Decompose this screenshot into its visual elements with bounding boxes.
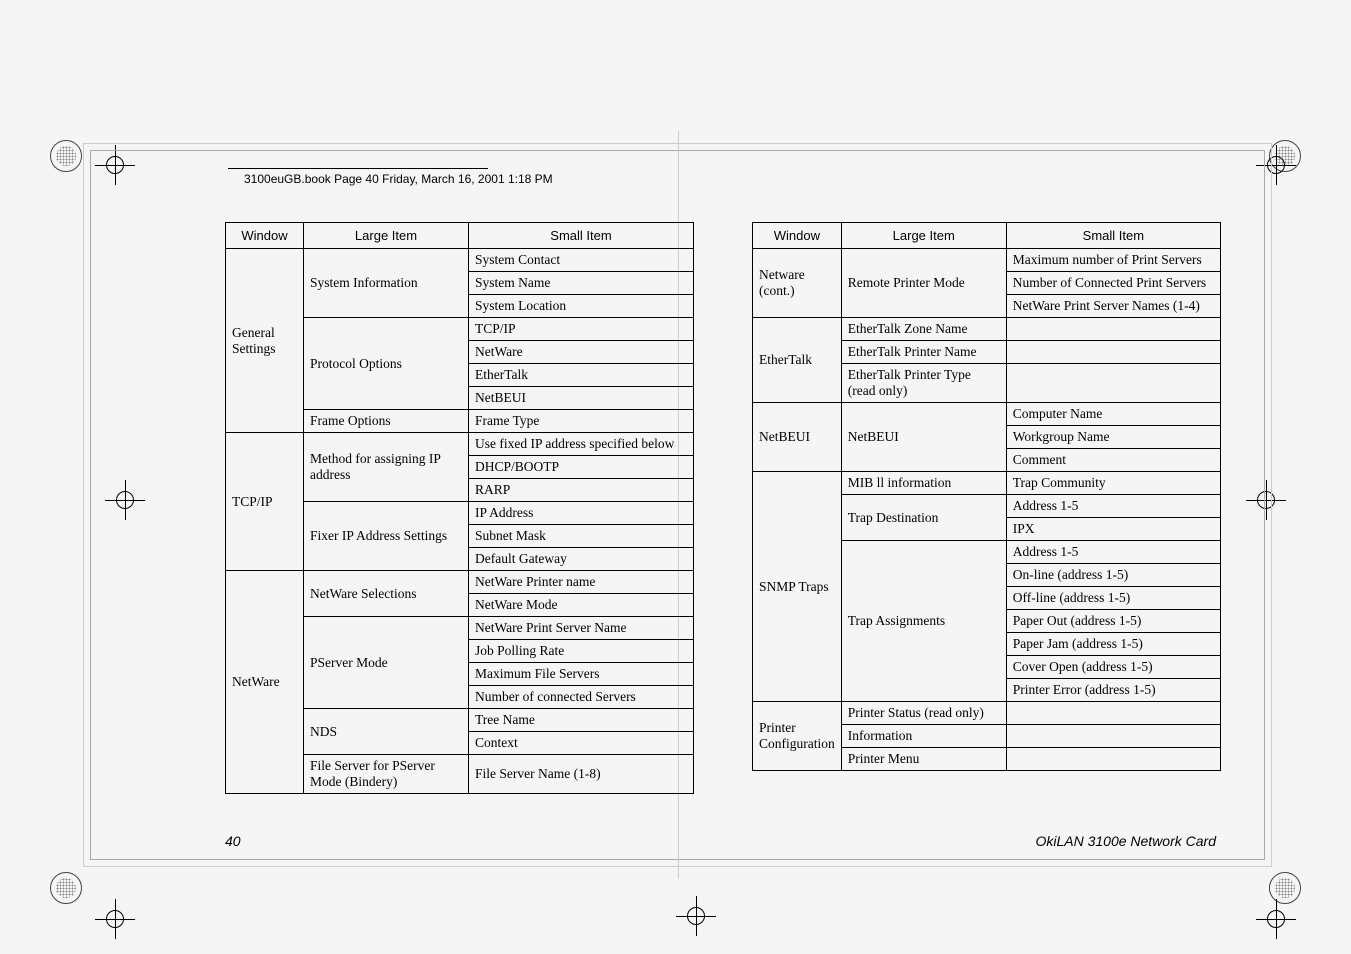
large-item-cell: MIB ll information: [841, 472, 1006, 495]
small-item-cell: Number of Connected Print Servers: [1006, 272, 1220, 295]
small-item-cell: NetWare: [469, 341, 694, 364]
large-item-cell: EtherTalk Zone Name: [841, 318, 1006, 341]
large-item-cell: Protocol Options: [304, 318, 469, 410]
small-item-cell: Paper Jam (address 1-5): [1006, 633, 1220, 656]
large-item-cell: Printer Menu: [841, 748, 1006, 771]
table-row: EtherTalkEtherTalk Zone Name: [753, 318, 1221, 341]
left-column: Window Large Item Small Item General Set…: [225, 222, 694, 794]
small-item-cell: Comment: [1006, 449, 1220, 472]
right-table: Window Large Item Small Item Netware (co…: [752, 222, 1221, 771]
product-name: OkiLAN 3100e Network Card: [1035, 833, 1216, 849]
small-item-cell: RARP: [469, 479, 694, 502]
col-small: Small Item: [469, 223, 694, 249]
small-item-cell: System Location: [469, 295, 694, 318]
table-row: TCP/IPMethod for assigning IP addressUse…: [226, 433, 694, 456]
small-item-cell: System Contact: [469, 249, 694, 272]
table-row: SNMP TrapsMIB ll informationTrap Communi…: [753, 472, 1221, 495]
large-item-cell: NDS: [304, 709, 469, 755]
window-cell: EtherTalk: [753, 318, 842, 403]
small-item-cell: Default Gateway: [469, 548, 694, 571]
small-item-cell: Context: [469, 732, 694, 755]
large-item-cell: Fixer IP Address Settings: [304, 502, 469, 571]
small-item-cell: Off-line (address 1-5): [1006, 587, 1220, 610]
table-row: NetBEUINetBEUIComputer Name: [753, 403, 1221, 426]
small-item-cell: File Server Name (1-8): [469, 755, 694, 794]
small-item-cell: [1006, 318, 1220, 341]
table-row: Netware (cont.)Remote Printer ModeMaximu…: [753, 249, 1221, 272]
small-item-cell: Workgroup Name: [1006, 426, 1220, 449]
window-cell: Netware (cont.): [753, 249, 842, 318]
small-item-cell: [1006, 364, 1220, 403]
small-item-cell: Trap Community: [1006, 472, 1220, 495]
small-item-cell: NetWare Mode: [469, 594, 694, 617]
small-item-cell: Computer Name: [1006, 403, 1220, 426]
large-item-cell: Method for assigning IP address: [304, 433, 469, 502]
large-item-cell: PServer Mode: [304, 617, 469, 709]
print-mark-tl: [50, 140, 82, 172]
small-item-cell: NetBEUI: [469, 387, 694, 410]
small-item-cell: [1006, 725, 1220, 748]
col-large: Large Item: [304, 223, 469, 249]
small-item-cell: Paper Out (address 1-5): [1006, 610, 1220, 633]
small-item-cell: Use fixed IP address specified below: [469, 433, 694, 456]
large-item-cell: Trap Assignments: [841, 541, 1006, 702]
small-item-cell: TCP/IP: [469, 318, 694, 341]
window-cell: NetBEUI: [753, 403, 842, 472]
small-item-cell: System Name: [469, 272, 694, 295]
col-window: Window: [753, 223, 842, 249]
small-item-cell: Frame Type: [469, 410, 694, 433]
large-item-cell: Information: [841, 725, 1006, 748]
small-item-cell: Printer Error (address 1-5): [1006, 679, 1220, 702]
large-item-cell: System Information: [304, 249, 469, 318]
small-item-cell: DHCP/BOOTP: [469, 456, 694, 479]
small-item-cell: Address 1-5: [1006, 495, 1220, 518]
print-mark-bl: [50, 872, 82, 904]
small-item-cell: [1006, 748, 1220, 771]
large-item-cell: Frame Options: [304, 410, 469, 433]
small-item-cell: Number of connected Servers: [469, 686, 694, 709]
large-item-cell: EtherTalk Printer Type (read only): [841, 364, 1006, 403]
header-text: 3100euGB.book Page 40 Friday, March 16, …: [244, 172, 553, 186]
small-item-cell: Maximum File Servers: [469, 663, 694, 686]
window-cell: SNMP Traps: [753, 472, 842, 702]
small-item-cell: Maximum number of Print Servers: [1006, 249, 1220, 272]
col-small: Small Item: [1006, 223, 1220, 249]
small-item-cell: Address 1-5: [1006, 541, 1220, 564]
small-item-cell: IP Address: [469, 502, 694, 525]
small-item-cell: NetWare Print Server Names (1-4): [1006, 295, 1220, 318]
small-item-cell: NetWare Print Server Name: [469, 617, 694, 640]
window-cell: TCP/IP: [226, 433, 304, 571]
large-item-cell: Remote Printer Mode: [841, 249, 1006, 318]
left-table: Window Large Item Small Item General Set…: [225, 222, 694, 794]
small-item-cell: Cover Open (address 1-5): [1006, 656, 1220, 679]
large-item-cell: Trap Destination: [841, 495, 1006, 541]
large-item-cell: EtherTalk Printer Name: [841, 341, 1006, 364]
table-row: General SettingsSystem InformationSystem…: [226, 249, 694, 272]
col-large: Large Item: [841, 223, 1006, 249]
col-window: Window: [226, 223, 304, 249]
small-item-cell: Tree Name: [469, 709, 694, 732]
small-item-cell: [1006, 702, 1220, 725]
header-rule: [228, 168, 488, 169]
small-item-cell: Subnet Mask: [469, 525, 694, 548]
table-row: Printer ConfigurationPrinter Status (rea…: [753, 702, 1221, 725]
small-item-cell: Job Polling Rate: [469, 640, 694, 663]
large-item-cell: File Server for PServer Mode (Bindery): [304, 755, 469, 794]
large-item-cell: Printer Status (read only): [841, 702, 1006, 725]
right-column: Window Large Item Small Item Netware (co…: [752, 222, 1221, 794]
small-item-cell: NetWare Printer name: [469, 571, 694, 594]
window-cell: Printer Configuration: [753, 702, 842, 771]
small-item-cell: [1006, 341, 1220, 364]
table-row: NetWareNetWare SelectionsNetWare Printer…: [226, 571, 694, 594]
page-number: 40: [225, 833, 241, 849]
window-cell: General Settings: [226, 249, 304, 433]
small-item-cell: On-line (address 1-5): [1006, 564, 1220, 587]
small-item-cell: IPX: [1006, 518, 1220, 541]
footer: 40 OkiLAN 3100e Network Card: [225, 833, 1216, 849]
small-item-cell: EtherTalk: [469, 364, 694, 387]
large-item-cell: NetBEUI: [841, 403, 1006, 472]
window-cell: NetWare: [226, 571, 304, 794]
large-item-cell: NetWare Selections: [304, 571, 469, 617]
